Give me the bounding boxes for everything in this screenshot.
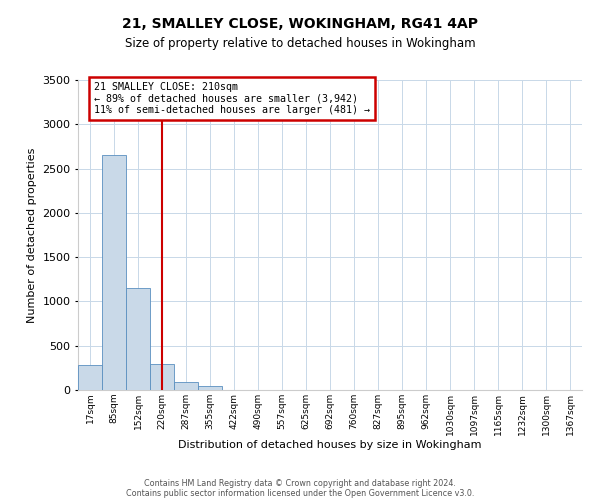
Text: 21 SMALLEY CLOSE: 210sqm
← 89% of detached houses are smaller (3,942)
11% of sem: 21 SMALLEY CLOSE: 210sqm ← 89% of detach… <box>94 82 370 115</box>
Bar <box>198 386 222 390</box>
Text: Size of property relative to detached houses in Wokingham: Size of property relative to detached ho… <box>125 38 475 51</box>
Bar <box>126 288 150 390</box>
Text: 21, SMALLEY CLOSE, WOKINGHAM, RG41 4AP: 21, SMALLEY CLOSE, WOKINGHAM, RG41 4AP <box>122 18 478 32</box>
Bar <box>78 365 102 390</box>
Y-axis label: Number of detached properties: Number of detached properties <box>26 148 37 322</box>
Bar <box>150 364 174 390</box>
Bar <box>102 156 126 390</box>
Text: Contains HM Land Registry data © Crown copyright and database right 2024.: Contains HM Land Registry data © Crown c… <box>144 478 456 488</box>
X-axis label: Distribution of detached houses by size in Wokingham: Distribution of detached houses by size … <box>178 440 482 450</box>
Text: Contains public sector information licensed under the Open Government Licence v3: Contains public sector information licen… <box>126 488 474 498</box>
Bar <box>174 382 198 390</box>
